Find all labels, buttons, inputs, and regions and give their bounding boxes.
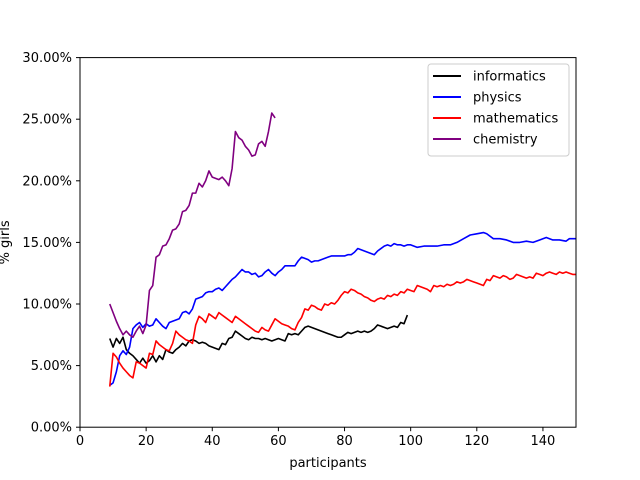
x-tick-label: 0 [76, 434, 84, 449]
x-tick-label: 20 [138, 434, 155, 449]
legend: informatics physics mathematics chemistry [427, 63, 570, 157]
series-line-informatics [109, 314, 409, 364]
y-tick-label: 25.00% [22, 113, 72, 128]
legend-label-physics: physics [473, 91, 522, 106]
legend-label-informatics: informatics [473, 70, 546, 85]
x-tick-label: 60 [270, 434, 287, 449]
y-tick-label: 15.00% [22, 236, 72, 251]
x-axis: 0 20 40 60 80 100 120 140 [76, 427, 555, 449]
plot-lines [108, 112, 576, 387]
x-tick-label: 80 [336, 434, 353, 449]
x-tick-label: 120 [464, 434, 489, 449]
x-tick-label: 40 [204, 434, 221, 449]
y-axis: 0.00% 5.00% 10.00% 15.00% 20.00% 25.00% 30.00% [22, 51, 80, 436]
legend-label-chemistry: chemistry [473, 133, 538, 148]
y-tick-label: 5.00% [31, 359, 72, 374]
series-line-chemistry [109, 112, 276, 339]
x-tick-label: 140 [531, 434, 556, 449]
legend-label-mathematics: mathematics [473, 112, 558, 127]
y-tick-label: 20.00% [22, 174, 72, 189]
y-tick-label: 30.00% [22, 51, 72, 66]
x-axis-label: participants [289, 456, 367, 471]
legend-box [427, 63, 570, 157]
series-line-physics [109, 231, 576, 386]
x-tick-label: 100 [398, 434, 423, 449]
y-axis-label: % girls [0, 220, 13, 264]
y-tick-label: 10.00% [22, 298, 72, 313]
series-line-mathematics [108, 271, 576, 387]
y-tick-label: 0.00% [31, 421, 72, 436]
